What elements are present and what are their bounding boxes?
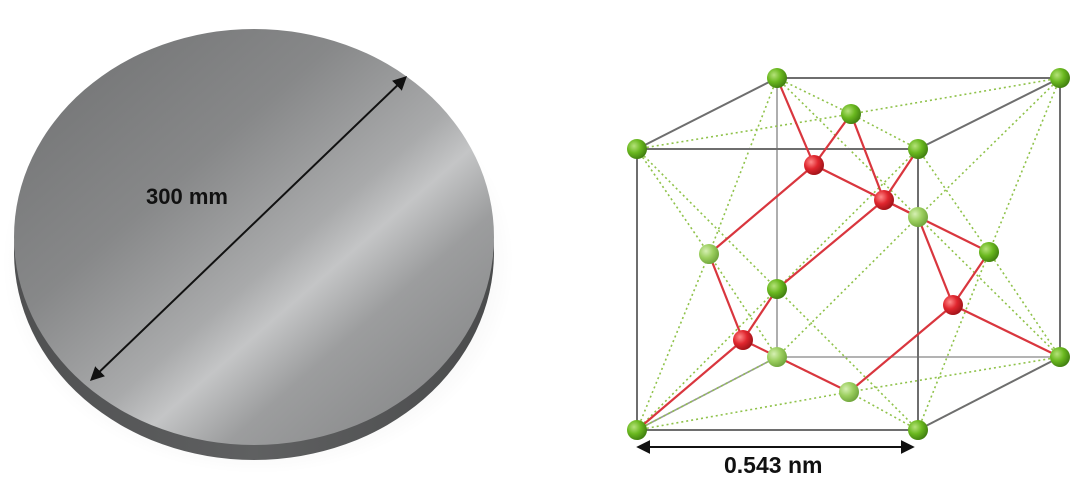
atom bbox=[1050, 68, 1070, 88]
atoms-red bbox=[733, 155, 963, 350]
wafer-diameter-label: 300 mm bbox=[146, 184, 228, 209]
atom bbox=[908, 207, 928, 227]
atom bbox=[841, 104, 861, 124]
atoms-green bbox=[627, 68, 1070, 440]
atom bbox=[733, 330, 753, 350]
atom bbox=[874, 190, 894, 210]
atom bbox=[908, 139, 928, 159]
atom bbox=[1050, 347, 1070, 367]
lattice-constant-label: 0.543 nm bbox=[724, 452, 823, 478]
atom bbox=[943, 295, 963, 315]
covalent-bonds bbox=[636, 77, 1061, 431]
atom bbox=[804, 155, 824, 175]
atom bbox=[908, 420, 928, 440]
atom bbox=[979, 242, 999, 262]
wafer-top-surface bbox=[14, 29, 494, 445]
atom bbox=[767, 68, 787, 88]
atom bbox=[699, 244, 719, 264]
silicon-wafer-figure bbox=[2, 29, 514, 474]
wafer-diameter-arrow bbox=[89, 76, 408, 381]
atom bbox=[767, 279, 787, 299]
atom bbox=[839, 382, 859, 402]
atom bbox=[767, 347, 787, 367]
atom bbox=[627, 139, 647, 159]
silicon-lattice-figure bbox=[627, 68, 1070, 454]
atoms-faint bbox=[699, 207, 928, 402]
cube-front-edges bbox=[636, 77, 1061, 431]
atom bbox=[627, 420, 647, 440]
